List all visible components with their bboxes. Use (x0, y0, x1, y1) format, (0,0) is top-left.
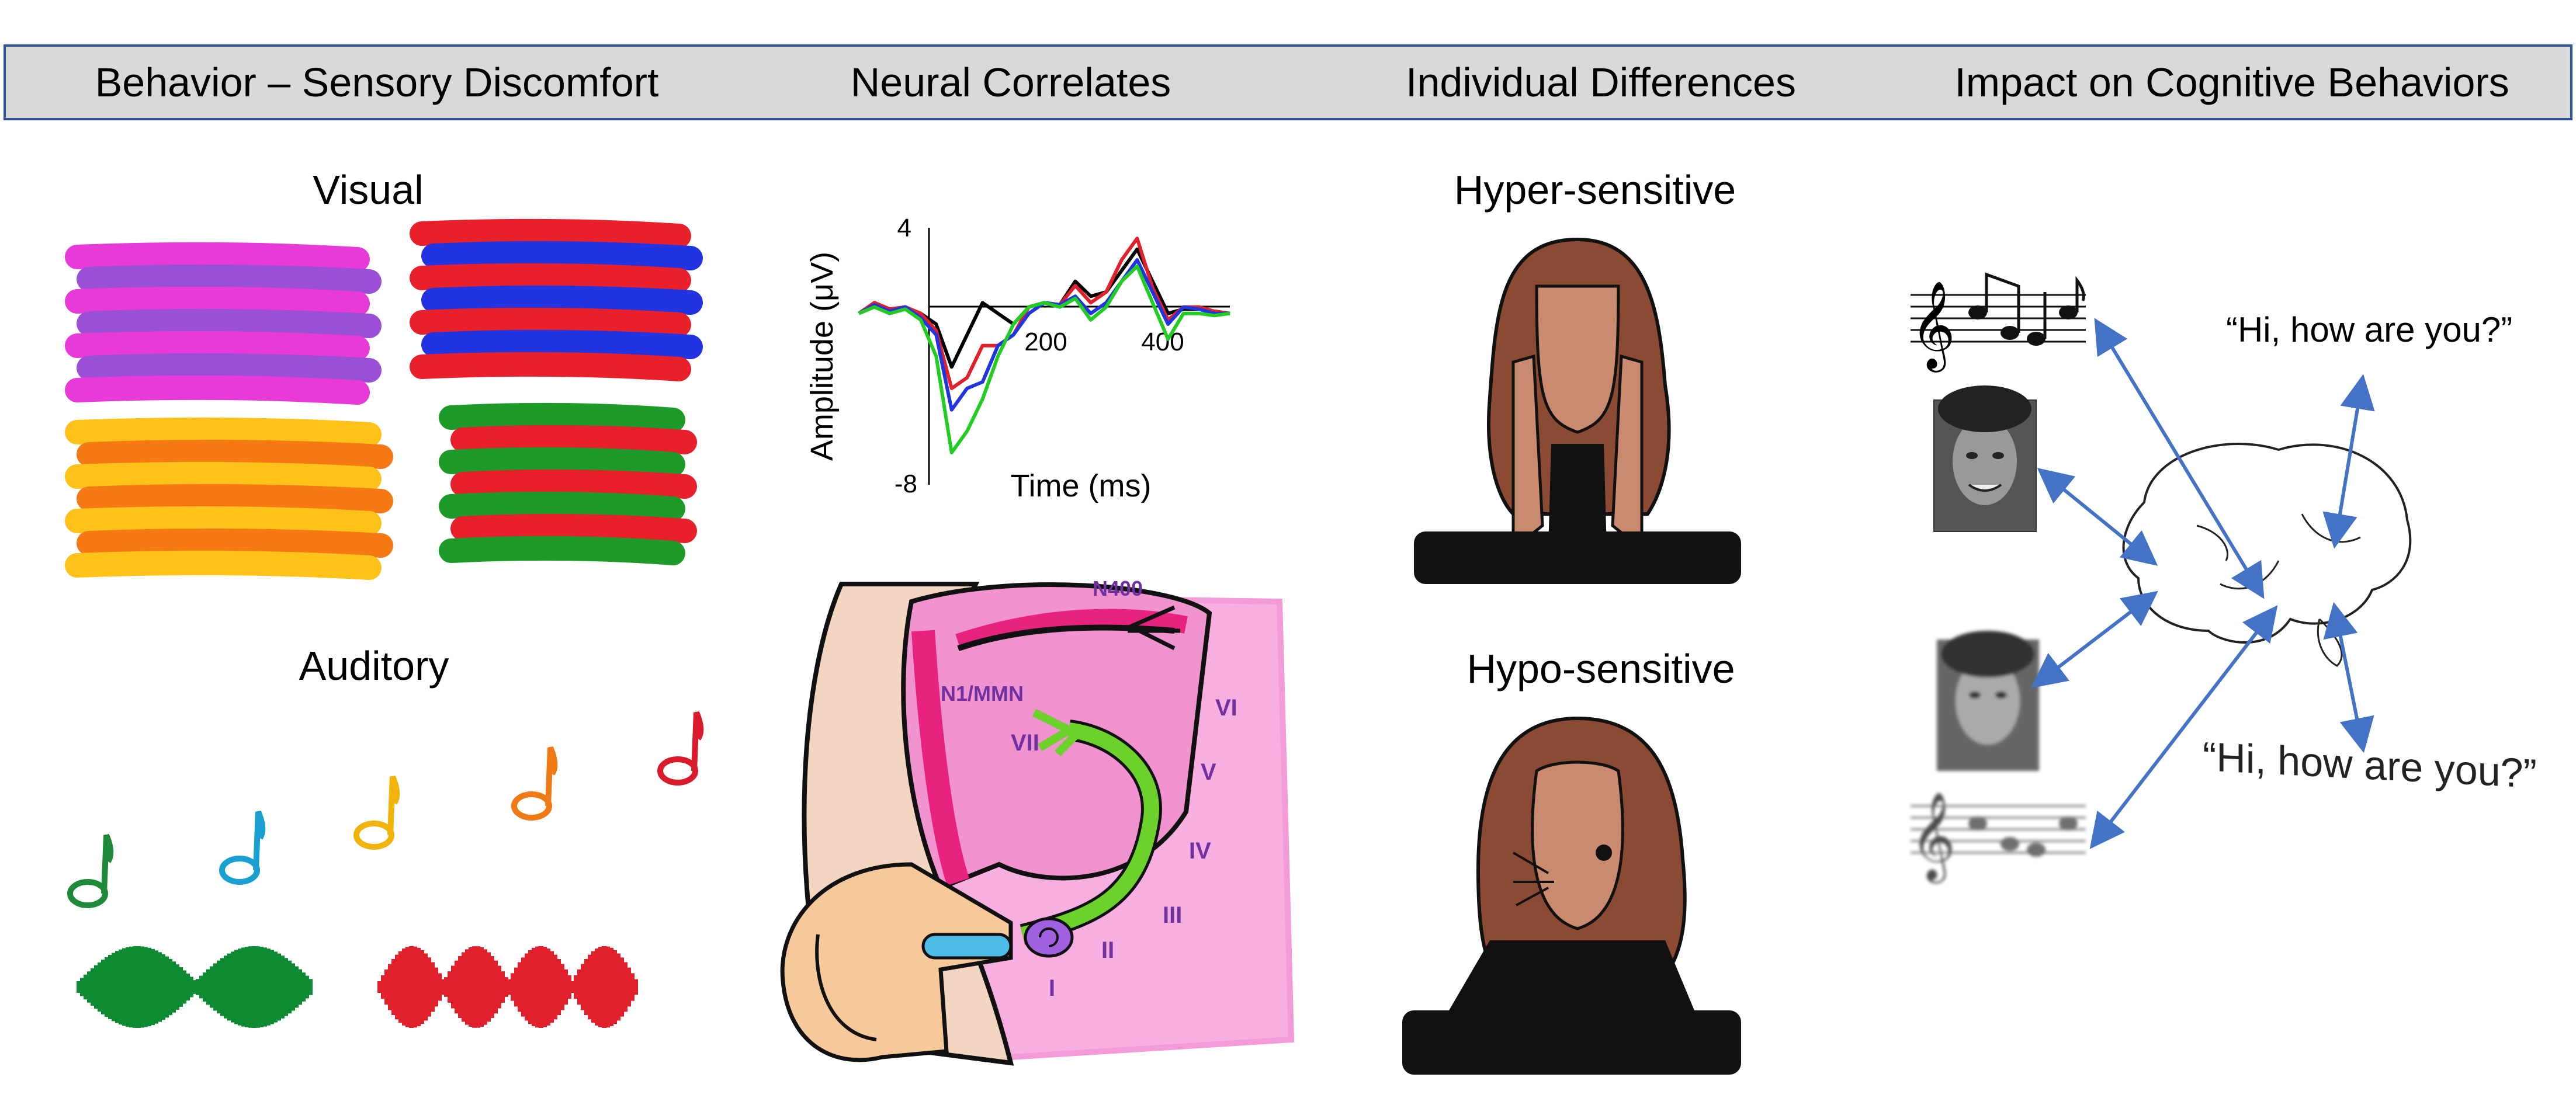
hyper-sensitive-girl-covering-face-illustration (1414, 237, 1741, 584)
header-individual-differences: Individual Differences (1406, 60, 1796, 105)
stripe (65, 506, 382, 536)
treble-clef-icon: 𝄞 (1911, 280, 1956, 373)
stripe (450, 469, 697, 499)
stripe (65, 550, 382, 580)
stripe (77, 439, 393, 469)
music-staff-blurred: 𝄞 (1911, 791, 2086, 884)
erp-y-axis-label: Amplitude (μV) (805, 252, 840, 461)
waveform-green (77, 946, 313, 1028)
musical-note-icon (219, 811, 266, 885)
visual-stripes-illustration (65, 218, 703, 580)
musical-note-icon (67, 834, 114, 908)
erp-xtick-400: 400 (1141, 328, 1184, 356)
erp-ytick-minus-8: -8 (895, 470, 917, 498)
erp-xtick-200: 200 (1024, 328, 1067, 356)
ear-auditory-pathway-illustration: N400 N1/MMN VI VII V IV III II I (780, 576, 1295, 1066)
ear-label-vii: VII (1011, 730, 1039, 756)
auditory-label: Auditory (299, 643, 449, 689)
stripe (65, 286, 370, 316)
stripes-magenta-purple (65, 242, 382, 405)
stripe (450, 425, 697, 454)
stripes-yellow-orange (65, 417, 393, 580)
stripe (77, 484, 393, 513)
brain-outline (2122, 443, 2412, 644)
auditory-notes-illustration (67, 711, 704, 1028)
stripe (410, 307, 691, 337)
ear-label-v: V (1201, 759, 1216, 785)
ear-label-i: I (1049, 975, 1055, 1001)
header-behavior-sensory-discomfort: Behavior – Sensory Discomfort (95, 60, 659, 105)
cognitive-diagram: 𝄞 𝄞 (1911, 272, 2412, 884)
stripe (77, 353, 382, 383)
erp-x-axis-label: Time (ms) (1011, 468, 1152, 503)
stripe (439, 402, 685, 432)
stripes-green-red (439, 402, 697, 565)
hyper-sensitive-label: Hyper-sensitive (1454, 167, 1736, 213)
stripe (65, 417, 382, 447)
svg-text:𝄞: 𝄞 (1911, 791, 1956, 884)
musical-note-icon (511, 746, 558, 821)
stripe (410, 352, 691, 381)
ear-label-vi: VI (1215, 695, 1237, 721)
stripe (77, 308, 382, 338)
stripe (65, 375, 370, 405)
musical-note-icon (353, 776, 400, 850)
speech-quote-clear: “Hi, how are you?” (2226, 310, 2513, 349)
stripe (65, 331, 370, 360)
ear-label-iii: III (1163, 902, 1182, 928)
stripe (439, 536, 685, 565)
stripe (439, 491, 685, 521)
face-photo-blurred (1937, 631, 2039, 771)
stripe (77, 528, 393, 558)
stripe (65, 461, 382, 491)
erp-ytick-4: 4 (897, 214, 911, 242)
stripe (421, 241, 703, 270)
ear-label-ii: II (1101, 937, 1114, 963)
ear-label-n400: N400 (1093, 576, 1143, 600)
hypo-sensitive-girl-illustration (1402, 716, 1741, 1075)
erp-series-line-3 (858, 265, 1230, 454)
header-impact-cognitive-behaviors: Impact on Cognitive Behaviors (1954, 60, 2509, 105)
stripe (77, 264, 382, 294)
erp-chart: 4 -8 200 400 Time (ms) Amplitude (μV) (805, 214, 1230, 503)
header-bar (4, 44, 2572, 120)
stripe (450, 513, 697, 543)
stripe (439, 447, 685, 477)
stripe (410, 218, 691, 248)
ear-label-iv: IV (1189, 838, 1211, 864)
visual-label: Visual (313, 167, 424, 213)
stripe (421, 285, 703, 315)
stripe (421, 329, 703, 359)
music-staff-clear: 𝄞 (1911, 272, 2086, 373)
hypo-sensitive-label: Hypo-sensitive (1466, 646, 1735, 692)
stripe (410, 263, 691, 293)
musical-note-icon (657, 711, 704, 786)
header-neural-correlates: Neural Correlates (850, 60, 1171, 105)
stripe (65, 242, 370, 272)
stripes-red-blue (410, 218, 703, 381)
ear-label-n1-mmn: N1/MMN (941, 682, 1024, 706)
waveform-red (377, 946, 638, 1028)
